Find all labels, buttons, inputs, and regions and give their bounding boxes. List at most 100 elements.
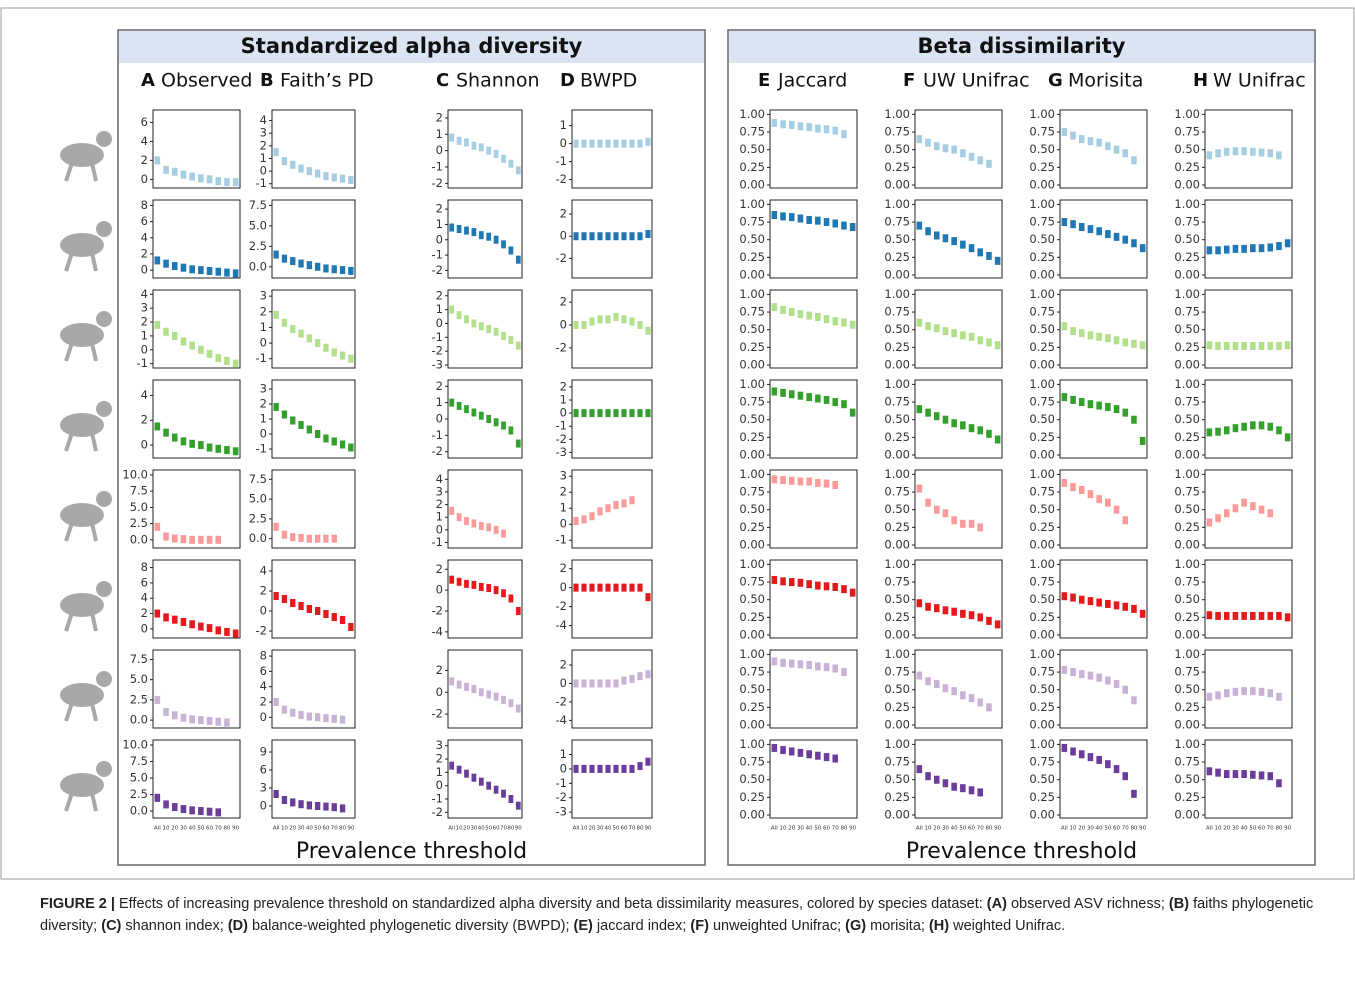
y-tick-label: 0 xyxy=(260,164,267,178)
x-tick-label: 80 xyxy=(840,826,847,832)
data-cluster xyxy=(1114,765,1120,773)
y-tick-label: 4 xyxy=(260,564,267,578)
y-tick-label: 0.25 xyxy=(1029,430,1055,444)
data-cluster xyxy=(198,266,204,274)
y-tick-label: 0.25 xyxy=(1174,430,1200,444)
data-cluster xyxy=(613,765,618,773)
data-cluster xyxy=(917,765,923,773)
data-cluster xyxy=(155,794,161,802)
data-cluster xyxy=(951,419,957,427)
y-tick-label: 0.00 xyxy=(1029,808,1055,822)
data-cluster xyxy=(1079,750,1085,758)
y-tick-label: 3 xyxy=(436,738,443,752)
y-tick-label: 2 xyxy=(141,315,148,329)
y-tick-label: 8 xyxy=(141,560,148,574)
y-tick-label: 2 xyxy=(141,153,148,167)
panel-letter: H xyxy=(1193,70,1208,91)
data-cluster xyxy=(1276,426,1282,434)
data-cluster xyxy=(509,246,514,254)
data-cluster xyxy=(832,665,838,673)
data-cluster xyxy=(629,232,634,240)
data-cluster xyxy=(298,260,303,268)
y-tick-label: 0.25 xyxy=(1174,700,1200,714)
data-cluster xyxy=(581,140,586,148)
y-tick-label: 0.0 xyxy=(130,713,148,727)
data-cluster xyxy=(1062,744,1068,752)
y-tick-label: 7.5 xyxy=(130,484,148,498)
data-cluster xyxy=(282,319,287,327)
data-cluster xyxy=(605,232,610,240)
y-tick-label: 0.50 xyxy=(884,232,910,246)
data-cluster xyxy=(1267,243,1273,251)
data-cluster xyxy=(494,328,499,336)
caption-text: shannon index; xyxy=(121,918,227,934)
y-tick-label: 4 xyxy=(260,679,267,693)
x-tick-label: 60 xyxy=(493,826,500,832)
data-cluster xyxy=(472,319,477,327)
data-cluster xyxy=(198,716,204,724)
data-cluster xyxy=(943,234,949,242)
y-tick-label: 0 xyxy=(560,136,567,150)
data-cluster xyxy=(1088,137,1094,145)
y-tick-label: 1.00 xyxy=(1174,737,1200,751)
y-tick-label: 0.75 xyxy=(739,125,765,139)
x-tick-label: 80 xyxy=(637,826,644,832)
y-tick-label: -4 xyxy=(432,624,443,638)
y-tick-label: 0 xyxy=(560,761,567,775)
y-tick-label: -2 xyxy=(432,707,443,721)
y-tick-label: -1 xyxy=(256,176,267,190)
data-cluster xyxy=(332,613,337,621)
x-tick-label: 20 xyxy=(1223,826,1230,832)
y-tick-label: 1 xyxy=(436,395,443,409)
data-cluster xyxy=(629,584,634,592)
data-cluster xyxy=(815,313,821,321)
y-tick-label: 0.50 xyxy=(1174,412,1200,426)
x-tick-label: 20 xyxy=(289,826,296,832)
data-cluster xyxy=(1096,674,1102,682)
data-cluster xyxy=(494,236,499,244)
data-cluster xyxy=(479,522,484,530)
data-cluster xyxy=(789,308,795,316)
species-icon xyxy=(96,311,112,327)
y-tick-label: 0.75 xyxy=(739,665,765,679)
data-cluster xyxy=(1079,596,1085,604)
data-cluster xyxy=(215,536,221,544)
data-cluster xyxy=(806,393,812,401)
data-cluster xyxy=(969,694,975,702)
y-tick-label: 4 xyxy=(260,113,267,127)
y-tick-label: 0.00 xyxy=(739,448,765,462)
species-icon xyxy=(60,683,104,707)
data-cluster xyxy=(348,267,353,275)
data-cluster xyxy=(1250,612,1256,620)
data-cluster xyxy=(494,586,499,594)
data-cluster xyxy=(832,398,838,406)
data-cluster xyxy=(181,264,187,272)
y-tick-label: 0 xyxy=(436,143,443,157)
data-cluster xyxy=(977,698,983,706)
y-tick-label: 0.25 xyxy=(1029,250,1055,264)
data-cluster xyxy=(486,147,491,155)
x-tick-label: 50 xyxy=(1104,826,1111,832)
y-tick-label: 0.0 xyxy=(249,531,267,545)
data-cluster xyxy=(824,396,830,404)
data-cluster xyxy=(645,138,650,146)
data-cluster xyxy=(1259,244,1265,252)
y-tick-label: 2 xyxy=(436,110,443,124)
data-cluster xyxy=(163,166,169,174)
data-cluster xyxy=(315,802,320,810)
data-cluster xyxy=(472,142,477,150)
data-cluster xyxy=(1140,437,1146,445)
y-tick-label: 1.00 xyxy=(1174,647,1200,661)
data-cluster xyxy=(290,161,295,169)
x-tick-label: 10 xyxy=(1215,826,1222,832)
data-cluster xyxy=(943,606,949,614)
data-cluster xyxy=(172,262,178,270)
y-tick-label: 0.75 xyxy=(1174,485,1200,499)
y-tick-label: 3 xyxy=(260,126,267,140)
data-cluster xyxy=(198,174,204,182)
data-cluster xyxy=(479,412,484,420)
data-cluster xyxy=(290,599,295,607)
panel-frame xyxy=(770,200,857,278)
data-cluster xyxy=(1207,767,1213,775)
data-cluster xyxy=(1088,331,1094,339)
